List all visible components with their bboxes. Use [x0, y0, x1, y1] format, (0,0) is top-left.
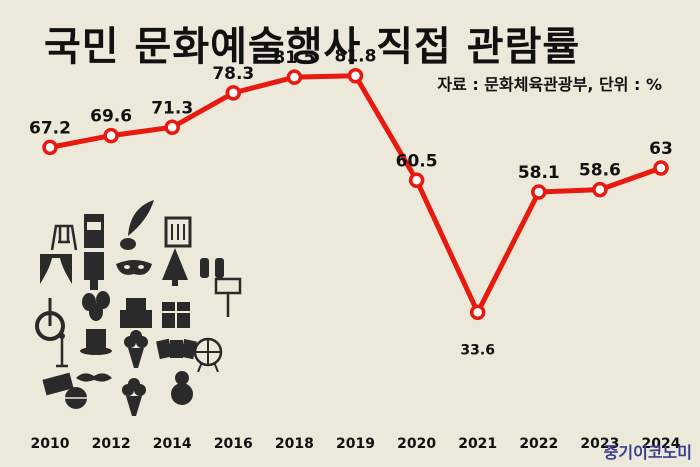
christmas-tree-icon [116, 260, 152, 275]
data-point-2014 [164, 119, 180, 136]
ink-pot-icon [120, 238, 136, 250]
theater-curtain-icon [40, 254, 72, 284]
cake-icon [82, 291, 110, 321]
data-point-2018 [286, 69, 303, 85]
theater-mask-icon [84, 252, 104, 290]
x-tick-label-2012: 2012 [92, 436, 131, 452]
data-label-2014: 71.3 [151, 98, 193, 118]
data-point-2023 [592, 181, 608, 198]
data-label-2020: 60.5 [396, 151, 438, 171]
x-tick-label-2021: 2021 [458, 436, 497, 452]
x-tick-label-2019: 2019 [336, 436, 375, 452]
microphone-icon [162, 302, 190, 328]
mustache-icon [193, 337, 223, 373]
flower-bouquet-icon [80, 329, 112, 355]
publisher-watermark: 중기이코노미 [603, 443, 692, 462]
data-point-2021 [469, 304, 486, 321]
balloons-icon [35, 298, 65, 341]
basketball-hoop-icon [200, 258, 224, 278]
source-note: 자료 : 문화체육관광부, 단위 : % [437, 75, 662, 94]
x-tick-label-2010: 2010 [31, 436, 70, 452]
snowman-icon [76, 373, 112, 382]
data-point-2019 [347, 67, 364, 84]
data-label-2023: 58.6 [579, 161, 621, 181]
data-label-2012: 69.6 [90, 107, 132, 127]
harp-icon [164, 216, 192, 248]
x-tick-label-2014: 2014 [153, 436, 192, 452]
x-axis-ticks-group: 2010 2012 2014 2016 2018 2019 2020 2021 2022 2023… [31, 436, 681, 452]
series-line [47, 73, 664, 315]
accordion-icon [171, 371, 193, 405]
ferris-wheel-icon [156, 338, 197, 360]
event-icons-illustration [35, 200, 242, 416]
data-label-2010: 67.2 [29, 118, 71, 138]
x-tick-label-2016: 2016 [214, 436, 253, 452]
gift-box-icon [120, 298, 152, 328]
x-tick-label-2022: 2022 [519, 436, 558, 452]
series-line-group [42, 67, 669, 321]
top-hat-icon [56, 333, 68, 368]
data-label-2016: 78.3 [212, 64, 254, 84]
data-point-2016 [225, 85, 242, 101]
data-labels-group: 67.2 69.6 71.3 78.3 81.5 81.8 60.5 33.6 58.1 58.6… [29, 47, 673, 359]
x-tick-label-2018: 2018 [275, 436, 314, 452]
feather-quill-icon [128, 200, 154, 236]
x-tick-label-2024: 2024 [642, 436, 681, 452]
chart-title: 국민 문화예술행사 직접 관람률 [44, 24, 581, 70]
data-point-2020 [408, 172, 425, 189]
data-label-2018: 81.5 [273, 48, 315, 68]
x-tick-label-2020: 2020 [397, 436, 436, 452]
data-point-2024 [653, 160, 669, 176]
data-label-2022: 58.1 [518, 163, 560, 183]
playing-cards-icon [124, 330, 148, 368]
swing-icon [50, 224, 78, 251]
data-label-2021: 33.6 [460, 342, 495, 358]
show-sign-icon [65, 387, 87, 409]
swing-icon [122, 378, 146, 416]
data-label-2019: 81.8 [335, 47, 377, 67]
data-point-2022 [531, 184, 547, 200]
unicycle-icon [214, 277, 242, 317]
data-point-2010 [42, 139, 58, 156]
data-label-2024: 63 [649, 139, 673, 159]
x-tick-label-2023: 2023 [580, 436, 619, 452]
data-point-2012 [103, 127, 119, 144]
globe-icon [42, 372, 74, 396]
show-sign-icon [84, 214, 104, 248]
binoculars-icon [162, 248, 188, 286]
